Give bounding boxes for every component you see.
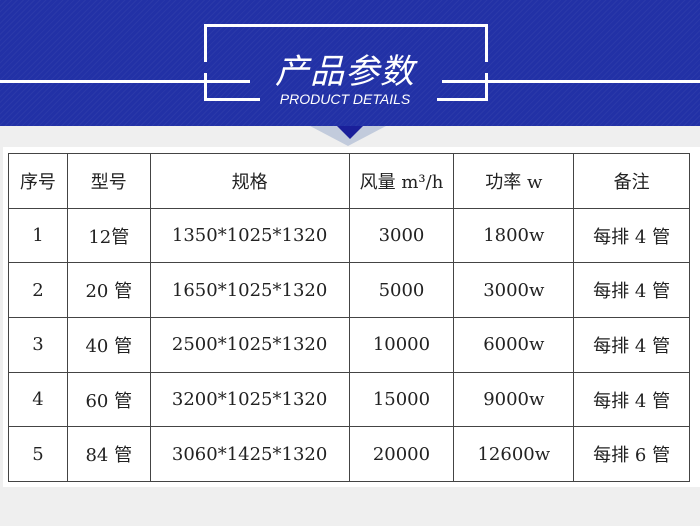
divider-left — [0, 80, 250, 83]
table-cell: 3000w — [453, 262, 575, 319]
table-header-row: 序号 型号 规格 风量 m³/h 功率 w 备注 — [8, 153, 690, 209]
table-cell: 20000 — [348, 426, 455, 483]
table-cell: 5000 — [348, 262, 455, 319]
table-cell: 10000 — [348, 317, 455, 373]
table-cell: 60 管 — [66, 371, 151, 428]
table-row: 2 20 管 1650*1025*1320 5000 3000w 每排 4 管 — [8, 262, 690, 319]
frame-bottom-left — [204, 98, 260, 101]
column-header: 序号 — [8, 153, 68, 209]
table-cell: 3000 — [348, 207, 455, 264]
divider-right — [442, 80, 700, 83]
table-cell: 15000 — [348, 371, 455, 428]
spec-table: 序号 型号 规格 风量 m³/h 功率 w 备注 1 12管 1350*1025*1320 30… — [8, 153, 690, 483]
table-cell: 84 管 — [66, 426, 151, 483]
frame-right-top — [485, 24, 488, 62]
frame-top — [204, 24, 488, 27]
table-cell: 40 管 — [66, 317, 151, 373]
table-row: 5 84 管 3060*1425*1320 20000 12600w 每排 6 管 — [8, 426, 690, 483]
header-banner: 产品参数 PRODUCT DETAILS — [0, 0, 700, 126]
table-row: 1 12管 1350*1025*1320 3000 1800w 每排 4 管 — [8, 207, 690, 264]
frame-left-bottom — [204, 73, 207, 101]
table-cell: 12600w — [453, 426, 575, 483]
table-cell: 1650*1025*1320 — [149, 262, 350, 319]
column-header: 风量 m³/h — [348, 153, 455, 209]
page-subtitle: PRODUCT DETAILS — [279, 91, 411, 107]
table-cell: 每排 4 管 — [573, 262, 690, 319]
table-cell: 9000w — [453, 371, 575, 428]
table-cell: 1350*1025*1320 — [149, 207, 350, 264]
table-row: 4 60 管 3200*1025*1320 15000 9000w 每排 4 管 — [8, 371, 690, 428]
table-cell: 4 — [8, 371, 68, 428]
frame-right-bottom — [485, 73, 488, 101]
table-cell: 2 — [8, 262, 68, 319]
table-cell: 每排 4 管 — [573, 207, 690, 264]
table-cell: 20 管 — [66, 262, 151, 319]
table-cell: 每排 4 管 — [573, 317, 690, 373]
table-cell: 12管 — [66, 207, 151, 264]
table-cell: 每排 6 管 — [573, 426, 690, 483]
column-header: 备注 — [573, 153, 690, 209]
table-cell: 3 — [8, 317, 68, 373]
table-cell: 3200*1025*1320 — [149, 371, 350, 428]
table-cell: 每排 4 管 — [573, 371, 690, 428]
table-cell: 3060*1425*1320 — [149, 426, 350, 483]
table-row: 3 40 管 2500*1025*1320 10000 6000w 每排 4 管 — [8, 317, 690, 373]
column-header: 型号 — [66, 153, 151, 209]
table-cell: 6000w — [453, 317, 575, 373]
table-cell: 1800w — [453, 207, 575, 264]
table-cell: 1 — [8, 207, 68, 264]
column-header: 规格 — [149, 153, 350, 209]
column-header: 功率 w — [453, 153, 575, 209]
frame-left-top — [204, 24, 207, 62]
frame-bottom-right — [437, 98, 488, 101]
page-title: 产品参数 — [275, 52, 415, 92]
table-cell: 5 — [8, 426, 68, 483]
table-cell: 2500*1025*1320 — [149, 317, 350, 373]
